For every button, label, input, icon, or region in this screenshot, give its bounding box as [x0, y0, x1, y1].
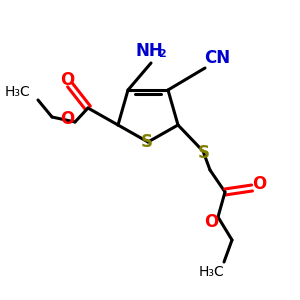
Text: H₃C: H₃C [5, 85, 31, 99]
Text: CN: CN [204, 49, 230, 67]
Text: S: S [141, 133, 153, 151]
Text: O: O [204, 213, 218, 231]
Text: O: O [60, 110, 74, 128]
Text: H₃C: H₃C [199, 265, 225, 279]
Text: S: S [198, 144, 210, 162]
Text: O: O [60, 71, 74, 89]
Text: O: O [252, 175, 266, 193]
Text: 2: 2 [158, 49, 166, 59]
Text: NH: NH [135, 42, 163, 60]
